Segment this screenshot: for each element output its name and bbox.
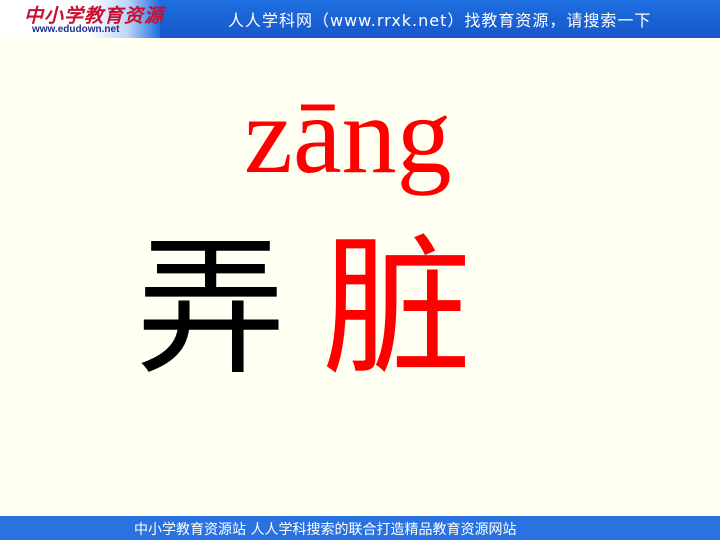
logo-url: www.edudown.net xyxy=(32,24,120,35)
word-character-plain: 弄 xyxy=(136,222,287,396)
footer-text: 中小学教育资源站 人人学科搜索的联合打造精品教育资源网站 xyxy=(134,522,517,538)
word-character-target: 脏 xyxy=(322,222,473,396)
header-bar: 中小学教育资源 www.edudown.net 人人学科网（www.rrxk.n… xyxy=(0,0,720,38)
pinyin-text: zāng xyxy=(244,74,452,196)
logo-text: 中小学教育资源 xyxy=(24,5,165,27)
footer-bar: 中小学教育资源站 人人学科搜索的联合打造精品教育资源网站 xyxy=(0,516,720,540)
site-logo[interactable]: 中小学教育资源 www.edudown.net xyxy=(0,0,163,38)
vocabulary-word: 弄脏 xyxy=(136,224,472,394)
header-slogan: 人人学科网（www.rrxk.net）找教育资源，请搜索一下 xyxy=(228,11,652,30)
